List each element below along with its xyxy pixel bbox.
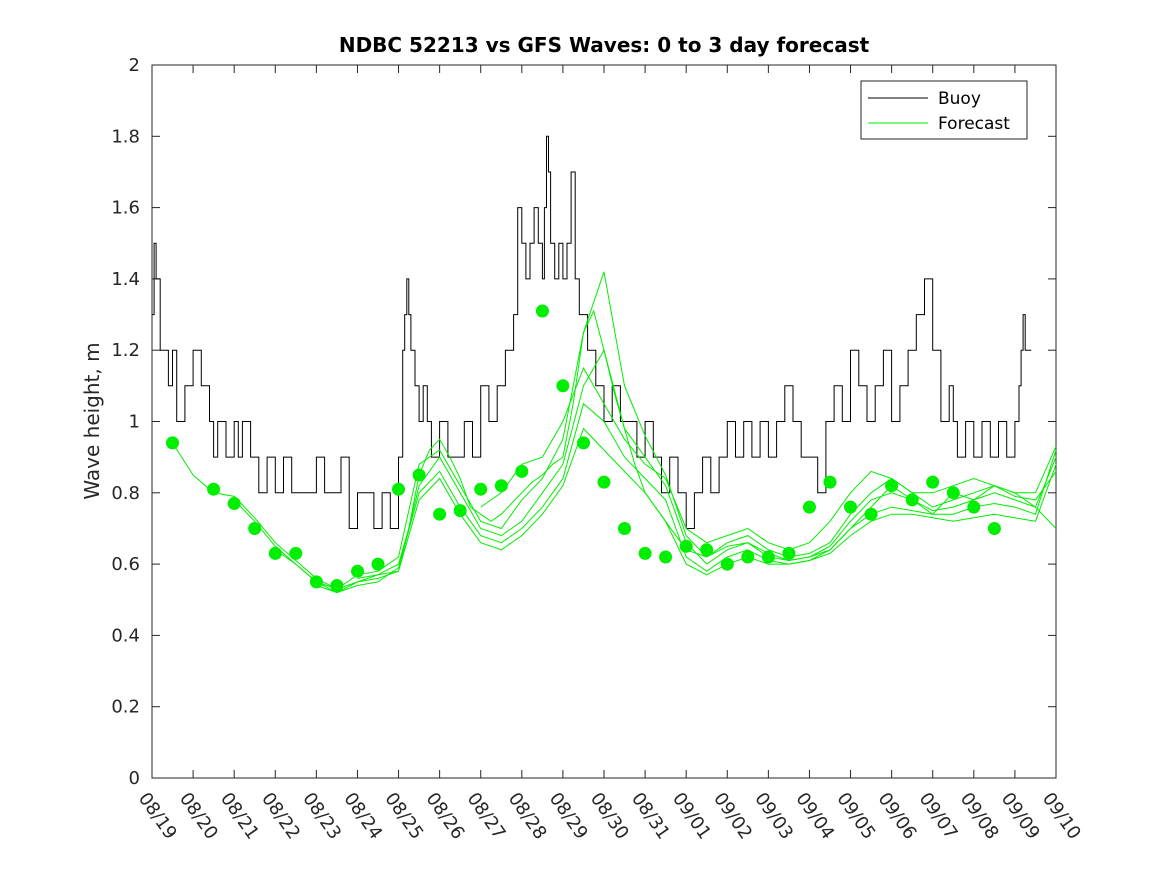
buoy-line [152, 135, 1032, 529]
forecast-marker [351, 564, 364, 578]
y-axis: 0 0.2 0.4 0.6 0.8 1 1.2 1.4 1.6 1.8 2 [111, 55, 1056, 789]
forecast-marker [433, 507, 447, 521]
forecast-marker [248, 522, 262, 535]
forecast-marker [515, 464, 529, 478]
forecast-marker [782, 546, 796, 560]
y-tick-label: 1.2 [111, 340, 140, 361]
forecast-marker [309, 575, 323, 589]
forecast-marker [453, 504, 467, 518]
forecast-marker [535, 304, 549, 318]
forecast-marker [577, 436, 590, 450]
forecast-marker [556, 379, 570, 393]
y-tick-label: 1.8 [111, 126, 140, 147]
forecast-marker [330, 579, 344, 592]
forecast-marker [597, 475, 611, 489]
forecast-marker [638, 546, 652, 560]
y-tick-label: 0.8 [111, 483, 140, 504]
forecast-marker [844, 500, 857, 514]
forecast-marker [864, 507, 878, 521]
y-tick-label: 0.2 [111, 697, 140, 718]
chart-title: NDBC 52213 vs GFS Waves: 0 to 3 day fore… [339, 33, 870, 57]
legend-buoy-label: Buoy [938, 89, 981, 109]
y-tick-label: 0.4 [111, 625, 140, 646]
forecast-marker [494, 479, 508, 493]
forecast-marker [720, 557, 734, 571]
legend-forecast-label: Forecast [938, 114, 1010, 134]
forecast-marker [679, 539, 693, 553]
forecast-marker [761, 550, 775, 564]
forecast-marker [967, 500, 981, 514]
forecast-marker [207, 482, 221, 496]
legend: Buoy Forecast [860, 80, 1028, 140]
forecast-marker [803, 500, 816, 514]
forecast-marker [823, 475, 837, 489]
forecast-marker [618, 522, 631, 535]
forecast-marker [926, 475, 940, 489]
y-tick-label: 1.4 [111, 269, 140, 290]
y-tick-label: 1.6 [111, 198, 140, 219]
forecast-marker [700, 543, 714, 557]
legend-box [860, 80, 1028, 140]
y-tick-label: 2 [129, 55, 140, 76]
forecast-marker [946, 486, 960, 500]
forecast-marker [289, 546, 303, 560]
forecast-marker [412, 468, 426, 482]
forecast-marker [659, 550, 673, 564]
forecast-marker [885, 479, 899, 493]
forecast-line [357, 427, 1057, 579]
forecast-marker [268, 546, 282, 560]
forecast-marker [166, 436, 179, 450]
y-tick-label: 1 [129, 412, 140, 433]
y-tick-label: 0 [129, 768, 140, 789]
y-tick-label: 0.6 [111, 554, 140, 575]
forecast-marker [474, 482, 488, 496]
forecast-marker [392, 482, 405, 496]
forecast-line [233, 271, 1057, 590]
forecast-marker [987, 522, 1001, 535]
series-layer [152, 135, 1057, 594]
forecast-marker [371, 557, 385, 571]
forecast-line [316, 402, 1057, 594]
forecast-line [480, 366, 1057, 551]
forecast-marker [741, 550, 755, 564]
y-axis-label: Wave height, m [80, 342, 104, 499]
forecast-marker [905, 493, 919, 507]
forecast-marker [227, 497, 241, 510]
